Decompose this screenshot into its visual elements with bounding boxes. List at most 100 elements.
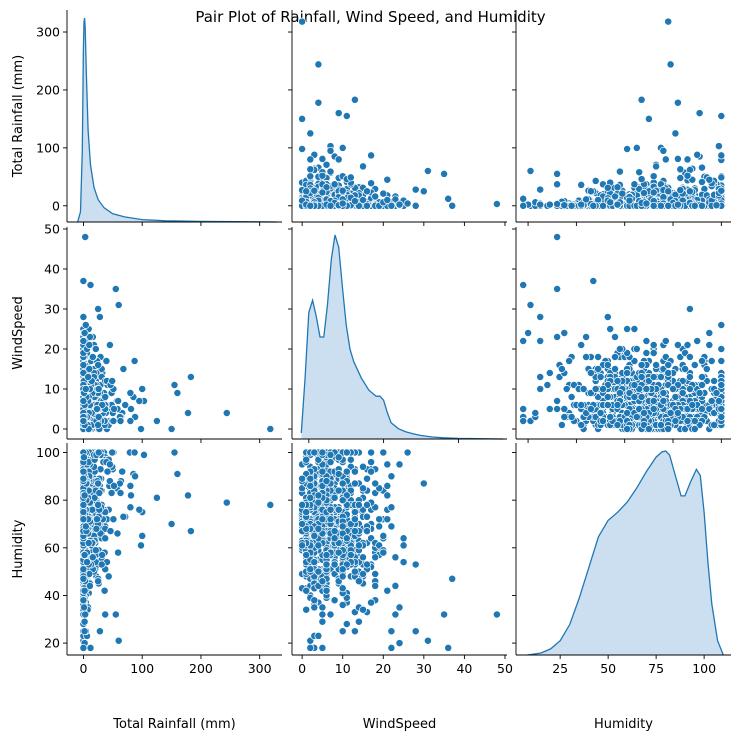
scatter-point <box>114 397 123 405</box>
scatter-point <box>717 345 726 353</box>
scatter-point <box>330 180 339 189</box>
scatter-point <box>611 365 619 373</box>
scatter-point <box>613 401 622 409</box>
scatter-point <box>630 180 639 189</box>
scatter-point <box>642 349 651 357</box>
scatter-point <box>603 393 612 401</box>
scatter-point <box>553 405 562 413</box>
scatter-point <box>695 389 704 397</box>
scatter-point <box>589 277 598 285</box>
scatter-point <box>116 417 125 425</box>
scatter-point <box>666 60 675 69</box>
scatter-point <box>613 183 622 192</box>
y-tick-label: 0 <box>52 198 60 213</box>
scatter-point <box>560 413 569 421</box>
scatter-point <box>606 325 615 333</box>
scatter-point <box>664 201 673 210</box>
scatter-point <box>671 393 680 401</box>
scatter-point <box>127 491 135 500</box>
scatter-point <box>152 417 161 425</box>
y-tick-label: 60 <box>44 540 60 555</box>
scatter-point <box>673 98 682 107</box>
scatter-point <box>613 421 622 429</box>
scatter-point <box>84 539 93 547</box>
scatter-point <box>318 171 327 180</box>
scatter-point <box>519 417 528 425</box>
scatter-point <box>649 188 658 197</box>
panel-rain-vs-wind <box>288 10 507 226</box>
scatter-point <box>119 365 128 373</box>
scatter-point <box>685 385 694 393</box>
scatter-point <box>599 417 607 425</box>
scatter-point <box>543 381 552 389</box>
scatter-point <box>94 421 103 429</box>
scatter-point <box>586 187 595 196</box>
scatter-point <box>606 198 615 207</box>
scatter-point <box>170 381 179 389</box>
scatter-point <box>519 405 528 413</box>
scatter-point <box>594 365 603 373</box>
scatter-point <box>586 369 595 377</box>
scatter-point <box>562 385 571 393</box>
scatter-point <box>649 405 658 413</box>
scatter-point <box>379 448 388 457</box>
scatter-point <box>676 174 685 182</box>
scatter-point <box>553 233 562 241</box>
scatter-point <box>138 385 147 393</box>
scatter-point <box>640 189 648 197</box>
scatter-point <box>137 425 145 433</box>
scatter-point <box>79 474 88 483</box>
scatter-point <box>350 627 359 636</box>
scatter-point <box>93 405 101 413</box>
scatter-point <box>359 162 367 171</box>
y-tick-label: 80 <box>44 493 60 508</box>
scatter-point <box>603 361 612 369</box>
scatter-point <box>86 643 95 652</box>
scatter-point <box>577 401 586 409</box>
scatter-point <box>306 129 315 138</box>
scatter-point <box>80 453 88 462</box>
y-tick-label: 40 <box>44 262 60 277</box>
scatter-point <box>659 389 668 397</box>
y-tick-label: 30 <box>44 302 60 317</box>
scatter-point <box>567 393 576 401</box>
scatter-point <box>359 553 367 562</box>
scatter-point <box>644 114 653 123</box>
scatter-point <box>591 385 600 393</box>
scatter-point <box>411 185 420 194</box>
scatter-point <box>536 313 545 321</box>
scatter-point <box>101 610 110 619</box>
scatter-point <box>126 389 135 397</box>
scatter-point <box>717 112 726 120</box>
scatter-point <box>101 534 110 543</box>
scatter-point <box>342 112 351 120</box>
scatter-point <box>322 183 331 192</box>
scatter-point <box>91 345 100 353</box>
scatter-point <box>403 199 412 208</box>
scatter-point <box>661 337 670 345</box>
scatter-point <box>371 192 380 201</box>
scatter-point <box>350 467 359 476</box>
scatter-point <box>363 512 371 521</box>
scatter-point <box>359 462 367 471</box>
scatter-point <box>577 180 586 189</box>
scatter-point <box>567 413 576 421</box>
scatter-point <box>93 515 101 524</box>
scatter-point <box>79 574 88 583</box>
scatter-point <box>623 409 632 417</box>
scatter-point <box>698 178 706 186</box>
scatter-point <box>387 201 396 210</box>
scatter-point <box>371 553 380 562</box>
scatter-point <box>596 409 605 417</box>
scatter-point <box>599 201 607 210</box>
scatter-point <box>126 481 135 490</box>
scatter-point <box>625 196 634 205</box>
scatter-point <box>673 409 682 417</box>
scatter-point <box>565 357 574 365</box>
scatter-point <box>363 201 371 210</box>
scatter-point <box>623 325 632 333</box>
scatter-point <box>95 489 104 497</box>
x-tick-label: 100 <box>130 661 154 676</box>
scatter-point <box>717 321 726 329</box>
scatter-point <box>419 187 428 196</box>
